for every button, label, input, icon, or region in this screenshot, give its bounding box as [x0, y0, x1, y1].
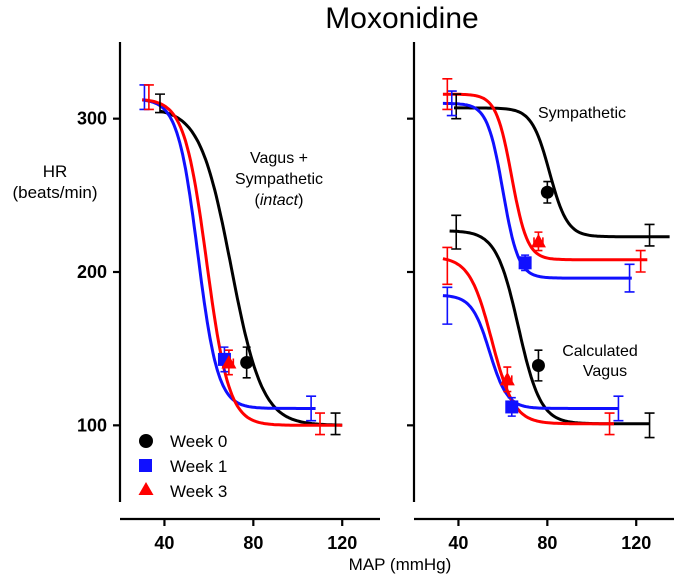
- marker-triangle-p0-s2: [221, 354, 237, 369]
- curve-p0-s2: [142, 98, 343, 427]
- x-tick-label-0-40: 40: [154, 533, 174, 553]
- x-axis-label: MAP (mmHg): [349, 555, 452, 574]
- marker-triangle-p1-s5: [499, 371, 515, 386]
- annotation-sympathetic-right: Sympathetic: [538, 105, 626, 122]
- curve-p0-s0: [159, 109, 343, 427]
- end-error-p0-s1-1: [306, 395, 317, 422]
- end-error-p1-s3-0: [451, 214, 462, 250]
- y-tick-label-300: 300: [77, 109, 107, 129]
- x-tick-label-0-120: 120: [327, 533, 357, 553]
- marker-circle-p1-s0: [540, 185, 554, 199]
- legend: Week 0 Week 1 Week 3: [138, 432, 227, 501]
- end-error-p1-s4-1: [613, 395, 624, 422]
- curve-p0-s1: [142, 98, 316, 410]
- x-tick-label-0-80: 80: [243, 533, 263, 553]
- legend-label-week3: Week 3: [170, 482, 227, 501]
- end-error-p1-s0-0: [451, 93, 462, 120]
- end-error-p1-s4-0: [442, 286, 453, 325]
- end-error-p0-s0-0: [155, 93, 165, 114]
- end-error-p1-s3-1: [644, 412, 655, 439]
- end-error-p1-s5-0: [442, 246, 453, 286]
- end-error-p1-s2-1: [635, 249, 646, 273]
- end-error-p1-s5-1: [604, 412, 615, 436]
- legend-marker-week3: [138, 482, 154, 495]
- legend-marker-week1: [139, 459, 152, 472]
- legend-marker-week0: [139, 434, 153, 448]
- marker-triangle-p1-s2: [530, 233, 546, 248]
- end-error-p0-s0-1: [330, 412, 341, 436]
- y-tick-label-100: 100: [77, 415, 107, 435]
- annotation-vagus-plus: Vagus +: [250, 150, 308, 167]
- marker-square-p1-s4: [505, 400, 519, 414]
- curve-p1-s4: [442, 294, 619, 410]
- x-tick-label-1-80: 80: [537, 533, 557, 553]
- end-error-p0-s2-0: [143, 84, 154, 111]
- y-axis-label-line1: HR: [43, 162, 68, 181]
- curve-p1-s3: [449, 229, 650, 426]
- marker-circle-p0-s0: [240, 355, 254, 369]
- annotation-intact-word: intact: [260, 192, 299, 209]
- axis-ticks: 100 200 300 40 80 120 40 80 120: [77, 109, 651, 553]
- x-tick-label-1-120: 120: [621, 533, 651, 553]
- end-error-p0-s1-0: [139, 84, 150, 111]
- end-error-p1-s2-0: [442, 78, 453, 111]
- y-tick-label-200: 200: [77, 262, 107, 282]
- marker-square-p1-s1: [518, 256, 532, 270]
- annotation-sympathetic: Sympathetic: [235, 171, 323, 188]
- curve-p1-s0: [454, 106, 670, 239]
- annotation-calculated: Calculated: [562, 343, 638, 360]
- end-error-p1-s1-1: [624, 263, 635, 293]
- legend-label-week0: Week 0: [170, 432, 227, 451]
- end-error-p1-s1-0: [446, 90, 457, 117]
- x-tick-label-1-40: 40: [448, 533, 468, 553]
- annotation-vagus: Vagus: [583, 363, 627, 380]
- legend-label-week1: Week 1: [170, 457, 227, 476]
- data-markers: [217, 185, 554, 414]
- marker-circle-p1-s3: [531, 359, 545, 373]
- curve-p1-s2: [442, 92, 648, 262]
- y-axis-label-line2: (beats/min): [12, 183, 97, 202]
- curve-p1-s1: [442, 101, 632, 280]
- fitted-curves: [142, 92, 670, 427]
- end-error-p0-s2-1: [315, 412, 325, 436]
- chart-title: Moxonidine: [325, 2, 478, 35]
- curve-p1-s5: [442, 257, 614, 426]
- end-error-p1-s0-1: [644, 223, 655, 247]
- annotation-intact: (intact): [255, 192, 304, 209]
